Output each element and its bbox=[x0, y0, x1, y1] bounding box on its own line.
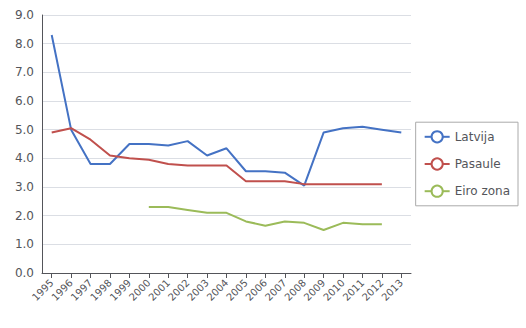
svg-text:1999: 1999 bbox=[108, 277, 134, 303]
svg-text:Latvija: Latvija bbox=[455, 130, 495, 144]
svg-text:2008: 2008 bbox=[282, 277, 308, 303]
svg-text:1998: 1998 bbox=[88, 277, 114, 303]
svg-text:2013: 2013 bbox=[379, 277, 405, 303]
svg-text:1995: 1995 bbox=[30, 277, 56, 303]
svg-text:1.0: 1.0 bbox=[15, 237, 34, 251]
svg-text:2004: 2004 bbox=[205, 277, 231, 303]
svg-text:Pasaule: Pasaule bbox=[455, 157, 501, 171]
svg-text:9.0: 9.0 bbox=[15, 8, 34, 22]
svg-text:2010: 2010 bbox=[321, 277, 347, 303]
svg-text:5.0: 5.0 bbox=[15, 123, 34, 137]
svg-text:7.0: 7.0 bbox=[15, 65, 34, 79]
svg-text:2007: 2007 bbox=[263, 277, 289, 303]
svg-text:0.0: 0.0 bbox=[15, 266, 34, 280]
svg-text:6.0: 6.0 bbox=[15, 94, 34, 108]
svg-text:2003: 2003 bbox=[185, 277, 211, 303]
svg-text:2009: 2009 bbox=[302, 277, 328, 303]
svg-text:1997: 1997 bbox=[69, 277, 95, 303]
svg-text:2005: 2005 bbox=[224, 277, 250, 303]
svg-text:Eiro zona: Eiro zona bbox=[455, 184, 510, 198]
svg-text:2011: 2011 bbox=[341, 277, 367, 303]
svg-text:2000: 2000 bbox=[127, 277, 153, 303]
svg-text:8.0: 8.0 bbox=[15, 37, 34, 51]
svg-text:2006: 2006 bbox=[243, 277, 269, 303]
svg-text:2012: 2012 bbox=[360, 277, 386, 303]
svg-text:2.0: 2.0 bbox=[15, 209, 34, 223]
svg-text:1996: 1996 bbox=[49, 277, 75, 303]
svg-text:4.0: 4.0 bbox=[15, 151, 34, 165]
svg-text:2001: 2001 bbox=[146, 277, 172, 303]
svg-text:3.0: 3.0 bbox=[15, 180, 34, 194]
svg-text:2002: 2002 bbox=[166, 277, 192, 303]
